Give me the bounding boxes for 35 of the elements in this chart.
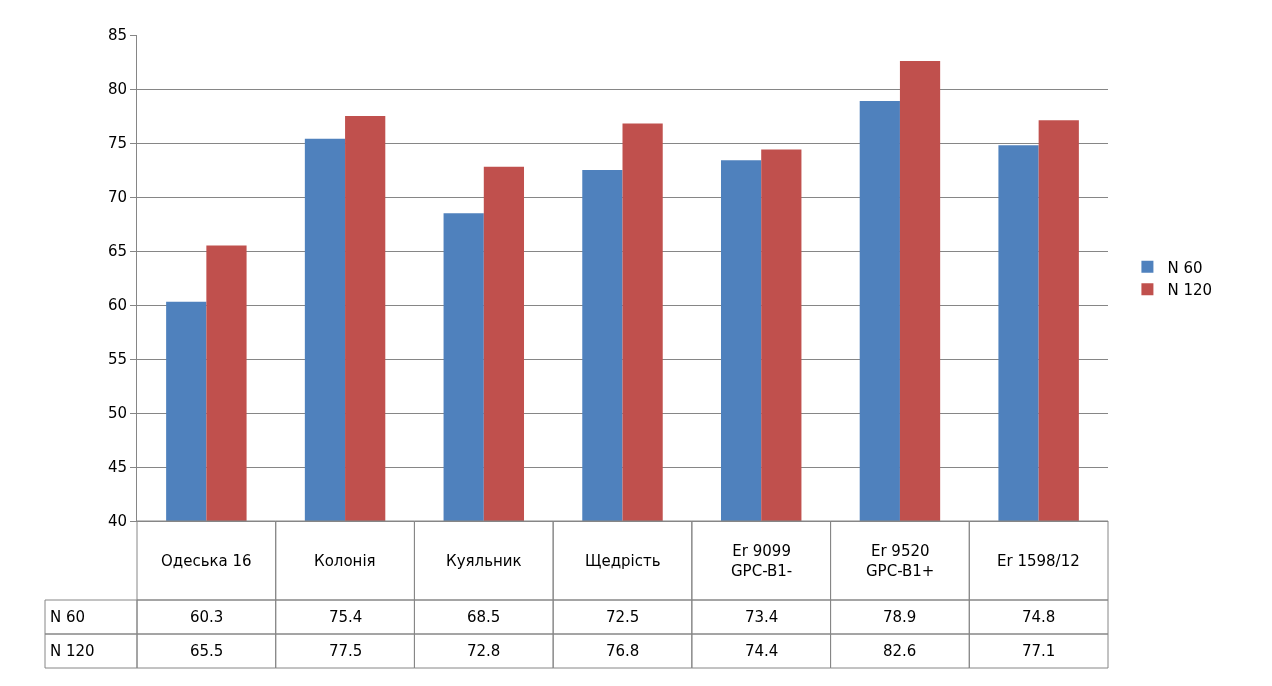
data-label: 74.8 [1022, 608, 1056, 626]
y-tick-label: 45 [107, 458, 127, 477]
data-label: 72.8 [467, 642, 501, 660]
data-label: 78.9 [883, 608, 917, 626]
x-tick-label: Куяльник [446, 552, 522, 570]
legend-label: N 120 [1167, 281, 1213, 300]
data-label: 73.4 [745, 608, 779, 626]
data-label: 77.1 [1022, 642, 1056, 660]
data-label: 72.5 [606, 608, 640, 626]
y-tick-label: 80 [107, 80, 127, 99]
x-tick-label: Щедрість [585, 552, 661, 570]
x-tick-label: Er 9520 GPC-B1+ [866, 542, 935, 580]
data-label: 76.8 [606, 642, 640, 660]
x-tick-label: Одеська 16 [161, 552, 252, 570]
data-label: 75.4 [329, 608, 363, 626]
legend-label: N 60 [1167, 258, 1203, 277]
data-label: 77.5 [329, 642, 363, 660]
y-tick-label: 85 [107, 26, 127, 45]
x-tick-label: Колонія [314, 552, 376, 570]
y-tick-label: 60 [107, 296, 127, 315]
y-tick-label: 40 [107, 512, 127, 531]
data-label: 74.4 [745, 642, 779, 660]
x-tick-label: Er 9099 GPC-B1- [731, 542, 793, 580]
text: N 60 [50, 608, 86, 626]
data-label: 65.5 [190, 642, 224, 660]
y-tick-label: 65 [107, 242, 127, 261]
y-tick-label: 50 [107, 404, 127, 423]
data-label: 60.3 [190, 608, 224, 626]
text: N 120 [50, 642, 95, 660]
y-tick-label: 55 [107, 350, 127, 369]
y-tick-label: 70 [107, 188, 127, 207]
data-label: 82.6 [883, 642, 917, 660]
data-label: 68.5 [467, 608, 501, 626]
x-tick-label: Er 1598/12 [997, 552, 1080, 570]
y-tick-label: 75 [107, 134, 127, 153]
